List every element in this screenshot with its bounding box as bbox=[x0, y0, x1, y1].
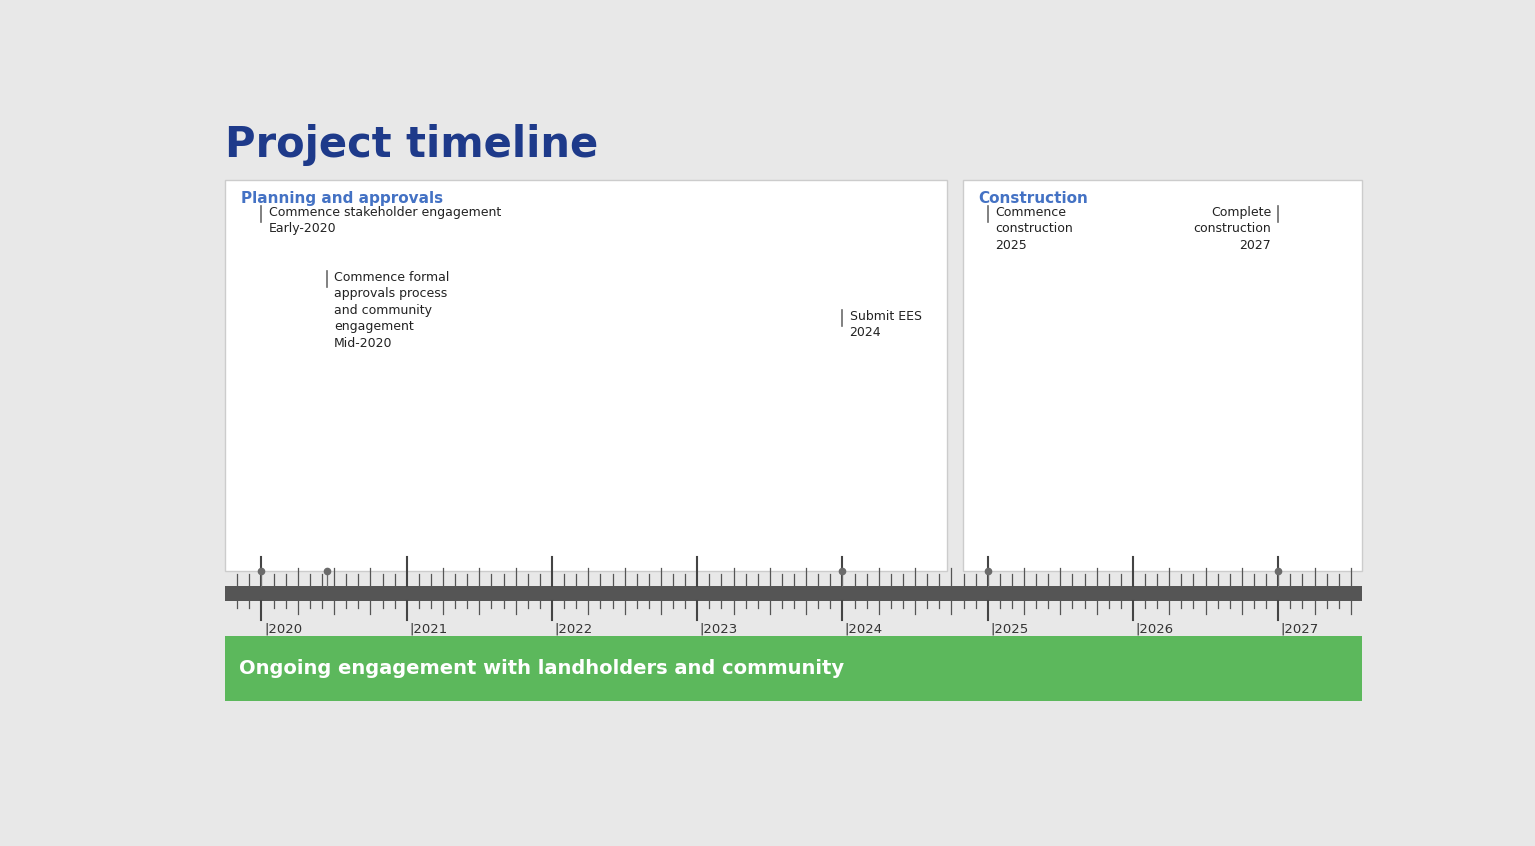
Text: |2024: |2024 bbox=[844, 622, 883, 635]
Text: Complete
construction
2027: Complete construction 2027 bbox=[1193, 206, 1271, 252]
Text: |2025: |2025 bbox=[990, 622, 1028, 635]
Text: Construction: Construction bbox=[978, 191, 1088, 206]
Text: Commence stakeholder engagement
Early-2020: Commence stakeholder engagement Early-20… bbox=[269, 206, 500, 235]
Text: |2020: |2020 bbox=[264, 622, 302, 635]
Text: |2023: |2023 bbox=[700, 622, 738, 635]
Text: Planning and approvals: Planning and approvals bbox=[241, 191, 442, 206]
Text: |2026: |2026 bbox=[1136, 622, 1173, 635]
Text: Submit EES
2024: Submit EES 2024 bbox=[849, 310, 921, 339]
Text: Ongoing engagement with landholders and community: Ongoing engagement with landholders and … bbox=[239, 659, 844, 678]
Text: Commence
construction
2025: Commence construction 2025 bbox=[995, 206, 1073, 252]
Text: Commence formal
approvals process
and community
engagement
Mid-2020: Commence formal approvals process and co… bbox=[335, 271, 450, 350]
Bar bbox=[226, 586, 1363, 601]
Text: Project timeline: Project timeline bbox=[226, 124, 599, 167]
Text: |2027: |2027 bbox=[1280, 622, 1319, 635]
Bar bbox=[226, 635, 1363, 700]
Text: |2021: |2021 bbox=[410, 622, 447, 635]
Text: |2022: |2022 bbox=[554, 622, 593, 635]
Bar bbox=[226, 179, 947, 570]
Bar bbox=[962, 179, 1363, 570]
